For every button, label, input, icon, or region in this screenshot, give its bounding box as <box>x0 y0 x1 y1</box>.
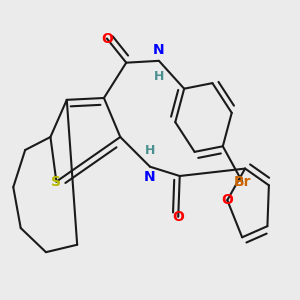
Text: O: O <box>172 210 184 224</box>
Text: O: O <box>101 32 113 46</box>
Text: O: O <box>221 193 233 207</box>
Text: Br: Br <box>233 175 251 189</box>
Text: H: H <box>145 144 155 158</box>
Text: H: H <box>154 70 164 83</box>
Text: S: S <box>51 175 62 189</box>
Text: N: N <box>153 43 165 57</box>
Text: N: N <box>144 170 156 184</box>
